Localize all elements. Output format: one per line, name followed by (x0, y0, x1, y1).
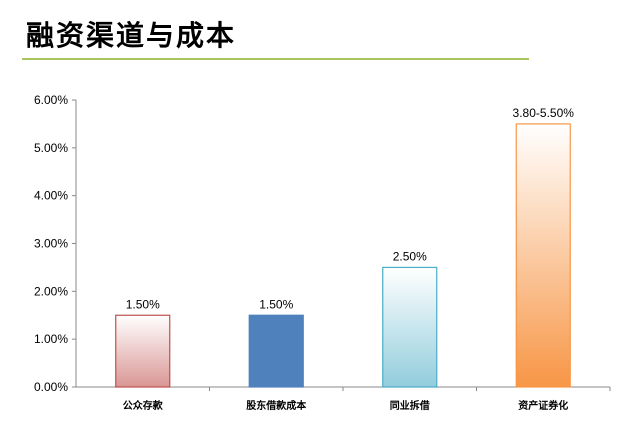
y-tick-label: 4.00% (34, 189, 68, 203)
x-tick-label: 股东借款成本 (246, 399, 307, 412)
x-tick-label: 同业拆借 (390, 399, 430, 412)
bar-3 (382, 266, 438, 388)
data-label: 2.50% (393, 249, 427, 263)
data-label: 1.50% (126, 297, 160, 311)
chart-bars (115, 123, 571, 388)
chart-labels: 1.50% 公众存款 1.50% 股东借款成本 2.50% 同业拆借 3.80-5.50% 资… (123, 106, 575, 412)
y-tick-label: 3.00% (34, 237, 68, 251)
bar-4 (515, 123, 571, 388)
y-tick-label: 5.00% (34, 141, 68, 155)
data-label: 3.80-5.50% (513, 106, 575, 120)
y-tick-label: 6.00% (34, 93, 68, 107)
x-tick-label: 公众存款 (123, 399, 164, 412)
x-tick-label: 资产证券化 (518, 399, 568, 412)
bar-2 (248, 314, 304, 388)
y-tick-label: 1.00% (34, 332, 68, 346)
bar-1 (115, 314, 171, 388)
data-label: 1.50% (259, 297, 293, 311)
title-divider (22, 58, 529, 60)
y-tick-label: 2.00% (34, 284, 68, 298)
page-title: 融资渠道与成本 (26, 19, 237, 52)
y-tick-label: 0.00% (34, 380, 68, 394)
